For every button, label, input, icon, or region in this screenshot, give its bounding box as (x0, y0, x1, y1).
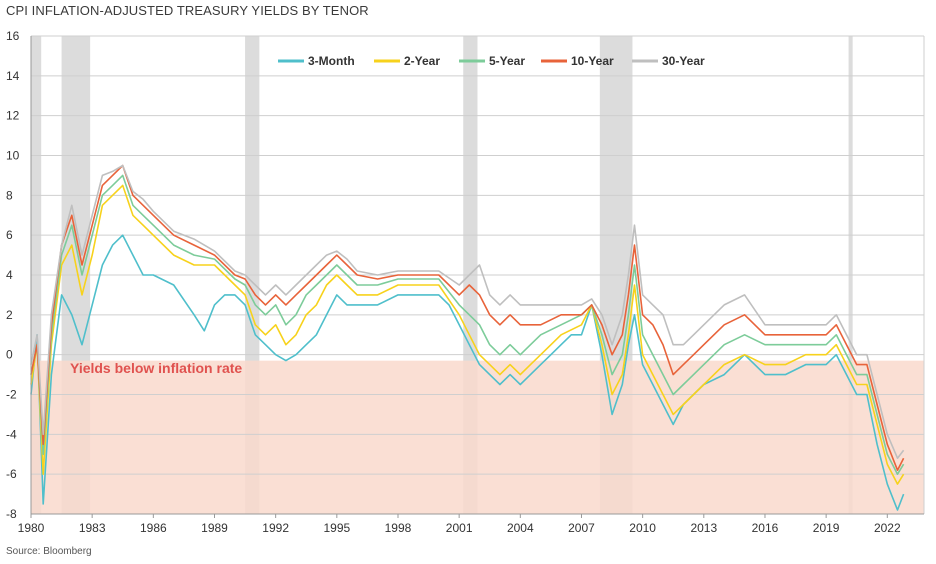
series-lines (30, 164, 905, 511)
x-tick-label: 1992 (262, 521, 289, 535)
y-tick-label: 8 (6, 188, 13, 202)
y-tick-label: -4 (6, 427, 17, 441)
x-tick-label: 2013 (690, 521, 717, 535)
chart-title: CPI INFLATION-ADJUSTED TREASURY YIELDS B… (6, 3, 369, 18)
x-tick-label: 1998 (385, 521, 412, 535)
x-tick-label: 1995 (323, 521, 350, 535)
x-tick-label: 2016 (752, 521, 779, 535)
y-tick-label: -8 (6, 507, 17, 521)
y-tick-label: 14 (6, 69, 20, 83)
x-tick-label: 2007 (568, 521, 595, 535)
x-tick-label: 1986 (140, 521, 167, 535)
x-tick-label: 1989 (201, 521, 228, 535)
x-tick-label: 1980 (18, 521, 45, 535)
y-tick-label: 4 (6, 268, 13, 282)
legend: 3-Month 2-Year 5-Year 10-Year 30-Year (278, 54, 705, 68)
below-inflation-shade (31, 360, 924, 514)
series-line-2-year (30, 184, 905, 485)
legend-label: 3-Month (308, 54, 355, 68)
x-tick-label: 2004 (507, 521, 534, 535)
series-line-5-year (30, 174, 905, 476)
x-tick-label: 2022 (874, 521, 901, 535)
series-line-10-year (30, 164, 905, 472)
legend-label: 2-Year (404, 54, 440, 68)
y-tick-label: 12 (6, 109, 20, 123)
negative-yield-region (31, 360, 924, 514)
legend-label: 5-Year (489, 54, 525, 68)
series-line-3-month (30, 234, 905, 511)
x-tick-label: 2001 (446, 521, 473, 535)
x-tick-label: 2010 (629, 521, 656, 535)
legend-label: 30-Year (662, 54, 705, 68)
series-line-30-year (30, 164, 905, 460)
source-note: Source: Bloomberg (6, 546, 92, 557)
x-tick-label: 1983 (79, 521, 106, 535)
y-tick-label: 16 (6, 29, 20, 43)
y-tick-label: 0 (6, 348, 13, 362)
y-tick-label: -2 (6, 388, 17, 402)
y-tick-label: 2 (6, 308, 13, 322)
y-tick-label: 10 (6, 149, 20, 163)
y-tick-label: -6 (6, 467, 17, 481)
x-tick-label: 2019 (813, 521, 840, 535)
legend-label: 10-Year (571, 54, 614, 68)
y-tick-label: 6 (6, 228, 13, 242)
below-inflation-annotation: Yields below inflation rate (70, 360, 242, 376)
